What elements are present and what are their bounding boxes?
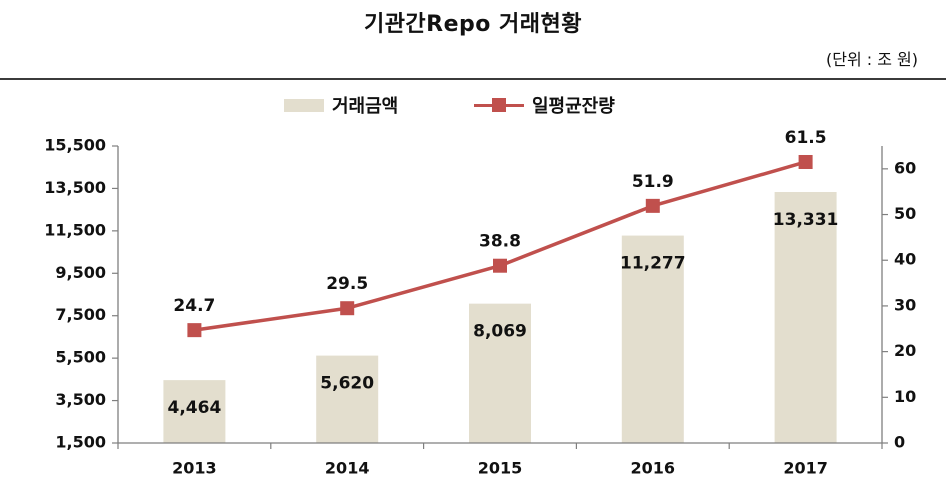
- bar: [316, 355, 379, 443]
- line-point: [645, 198, 660, 213]
- legend-line-swatch: [474, 97, 524, 113]
- y-right-tick-label: 50: [894, 204, 916, 223]
- x-tick-label: 2016: [631, 459, 676, 478]
- line-data-label: 61.5: [785, 128, 827, 148]
- legend-item-line: 일평균잔량: [474, 91, 615, 119]
- bar: [774, 192, 837, 443]
- line-point: [493, 258, 507, 273]
- y-right-tick-label: 40: [894, 250, 916, 269]
- x-tick-label: 2015: [478, 459, 523, 478]
- y-left-tick-label: 5,500: [55, 348, 106, 367]
- x-tick-label: 2017: [783, 459, 828, 478]
- bar-data-label: 13,331: [773, 210, 839, 230]
- x-tick-label: 2013: [172, 459, 217, 478]
- y-right-tick-label: 60: [894, 158, 916, 177]
- y-left-tick-label: 1,500: [55, 433, 106, 452]
- y-left-tick-label: 15,500: [44, 136, 106, 155]
- chart-title: 기관간Repo 거래현황: [363, 12, 583, 37]
- bar-data-label: 8,069: [473, 322, 527, 342]
- line-data-label: 51.9: [632, 172, 674, 192]
- line-point: [187, 323, 202, 338]
- line-data-label: 24.7: [173, 296, 215, 316]
- bar-data-label: 4,464: [168, 398, 222, 418]
- title-divider: [0, 78, 946, 80]
- y-left-tick-label: 9,500: [55, 263, 106, 282]
- legend-item-bar: 거래금액: [284, 91, 398, 119]
- y-right-tick-label: 0: [894, 433, 905, 452]
- line-point: [798, 154, 813, 169]
- y-right-tick-label: 30: [894, 295, 916, 314]
- line-point: [340, 301, 355, 316]
- y-left-tick-label: 3,500: [55, 390, 106, 409]
- bar: [469, 303, 531, 443]
- line-data-label: 29.5: [326, 274, 368, 294]
- bar: [163, 380, 226, 443]
- y-left-tick-label: 7,500: [55, 305, 106, 324]
- x-tick-label: 2014: [325, 459, 370, 478]
- legend-bar-swatch: [284, 98, 324, 112]
- unit-label: (단위 : 조 원): [825, 50, 918, 69]
- line-data-label: 38.8: [479, 232, 521, 252]
- y-left-tick-label: 11,500: [44, 220, 106, 239]
- bar: [621, 235, 684, 443]
- y-right-tick-label: 20: [894, 341, 916, 360]
- y-left-tick-label: 13,500: [44, 178, 106, 197]
- bar-data-label: 5,620: [320, 374, 374, 394]
- bar-data-label: 11,277: [620, 254, 686, 274]
- y-right-tick-label: 10: [894, 387, 916, 406]
- chart-legend: 거래금액 일평균잔량: [0, 91, 946, 119]
- legend-bar-label: 거래금액: [332, 96, 399, 117]
- legend-line-label: 일평균잔량: [532, 96, 615, 117]
